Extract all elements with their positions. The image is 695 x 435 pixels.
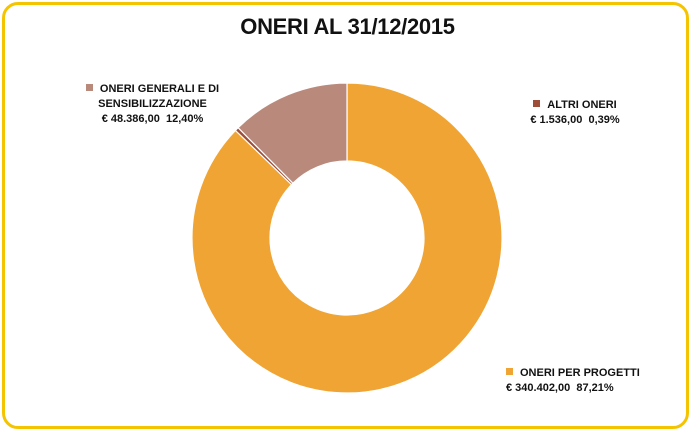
donut-slice-0 xyxy=(191,82,503,394)
slice-name: ONERI PER PROGETTI xyxy=(520,367,640,379)
slice-percent: 0,39% xyxy=(588,114,620,126)
donut-slice-2 xyxy=(237,82,348,185)
legend-key-oneri-progetti xyxy=(506,368,513,375)
slice-value: € 1.536,00 xyxy=(530,114,583,126)
legend-key-oneri-generali xyxy=(85,84,93,91)
data-label-oneri-progetti: ONERI PER PROGETTI € 340.402,00 87,21% xyxy=(506,366,656,396)
slice-percent: 87,21% xyxy=(576,382,614,394)
slice-percent: 12,40% xyxy=(165,113,204,125)
slice-value: € 48.386,00 xyxy=(101,113,160,125)
slice-name-line-2: SENSIBILIZZAZIONE xyxy=(98,98,207,110)
donut-slices xyxy=(191,82,503,394)
legend-key-altri-oneri xyxy=(533,100,541,107)
chart-title: ONERI AL 31/12/2015 xyxy=(240,14,455,39)
data-label-oneri-generali: ONERI GENERALI E DI SENSIBILIZZAZIONE € … xyxy=(70,82,235,127)
slice-name-line-1: ONERI GENERALI E DI xyxy=(99,83,220,95)
slice-name: ALTRI ONERI xyxy=(547,99,617,111)
slice-value: € 340.402,00 xyxy=(506,382,571,394)
data-label-altri-oneri: ALTRI ONERI € 1.536,00 0,39% xyxy=(510,98,640,128)
